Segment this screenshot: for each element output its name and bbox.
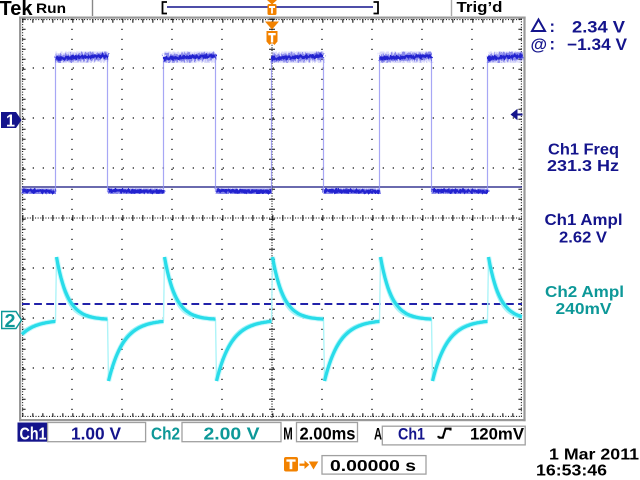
svg-text:1 Mar 2011: 1 Mar 2011 xyxy=(549,447,639,464)
svg-text::: : xyxy=(550,18,556,36)
svg-text:2.00 V: 2.00 V xyxy=(204,424,260,444)
svg-text:Ch2: Ch2 xyxy=(151,424,180,444)
svg-text:−1.34 V: −1.34 V xyxy=(567,36,627,54)
svg-text:240mV: 240mV xyxy=(556,301,612,318)
svg-text:Ch1: Ch1 xyxy=(20,424,47,444)
svg-text:231.3 Hz: 231.3 Hz xyxy=(547,158,619,175)
svg-text:Trig’d: Trig’d xyxy=(457,0,503,16)
svg-text:M: M xyxy=(283,424,293,444)
svg-text:2.34 V: 2.34 V xyxy=(572,19,625,37)
svg-text:Run: Run xyxy=(36,0,66,16)
svg-text:1: 1 xyxy=(6,111,15,131)
svg-text:Ch1: Ch1 xyxy=(398,425,425,444)
svg-text:16:53:46: 16:53:46 xyxy=(536,463,607,480)
svg-text:1.00 V: 1.00 V xyxy=(71,424,121,444)
svg-text::: : xyxy=(550,36,556,54)
svg-text:Tek: Tek xyxy=(0,0,33,20)
svg-text:Ch1 Freq: Ch1 Freq xyxy=(548,142,619,159)
svg-text:@: @ xyxy=(531,35,548,54)
svg-text:2.62 V: 2.62 V xyxy=(559,229,607,246)
svg-text:120mV: 120mV xyxy=(470,425,525,444)
svg-text:A: A xyxy=(374,425,382,444)
svg-text:2: 2 xyxy=(5,311,16,331)
svg-text:Ch1 Ampl: Ch1 Ampl xyxy=(545,212,623,229)
svg-text:0.00000 s: 0.00000 s xyxy=(330,458,416,475)
svg-text:Ch2 Ampl: Ch2 Ampl xyxy=(545,284,624,301)
svg-text:2.00ms: 2.00ms xyxy=(300,424,356,444)
